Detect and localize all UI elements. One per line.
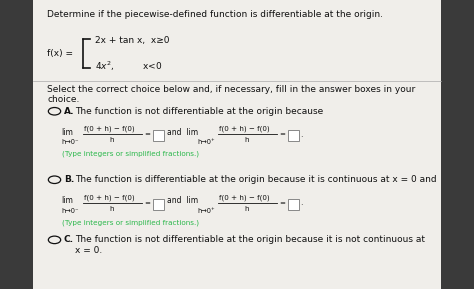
Text: h→0⁻: h→0⁻	[62, 139, 79, 145]
Bar	[153, 130, 164, 141]
Text: x = 0.: x = 0.	[75, 246, 102, 255]
Text: h→0⁺: h→0⁺	[197, 139, 215, 145]
Bar	[153, 199, 164, 210]
Text: 2x + tan x,  x≥0: 2x + tan x, x≥0	[95, 36, 169, 45]
Bar	[288, 130, 299, 141]
Text: .: .	[300, 198, 302, 208]
Text: =: =	[145, 131, 151, 137]
Text: h→0⁺: h→0⁺	[197, 208, 215, 214]
Text: The function is not differentiable at the origin because: The function is not differentiable at th…	[75, 107, 323, 116]
Text: h→0⁻: h→0⁻	[62, 208, 79, 214]
Text: h: h	[109, 138, 113, 143]
Text: h: h	[109, 206, 113, 212]
Bar	[288, 199, 299, 210]
Text: The function is not differentiable at the origin because it is not continuous at: The function is not differentiable at th…	[75, 235, 425, 244]
Text: f(0 + h) − f(0): f(0 + h) − f(0)	[219, 194, 270, 201]
Text: Determine if the piecewise-defined function is differentiable at the origin.: Determine if the piecewise-defined funct…	[47, 10, 383, 19]
Text: =: =	[280, 200, 286, 206]
Text: (Type integers or simplified fractions.): (Type integers or simplified fractions.)	[62, 151, 199, 157]
Text: f(x) =: f(x) =	[47, 49, 73, 58]
Text: =: =	[145, 200, 151, 206]
Bar	[33, 0, 441, 289]
Text: =: =	[280, 131, 286, 137]
Text: The function is differentiable at the origin because it is continuous at x = 0 a: The function is differentiable at the or…	[75, 175, 437, 184]
Text: Select the correct choice below and, if necessary, fill in the answer boxes in y: Select the correct choice below and, if …	[47, 85, 416, 94]
Text: lim: lim	[62, 196, 73, 205]
Text: choice.: choice.	[47, 95, 80, 104]
Text: lim: lim	[62, 128, 73, 137]
Text: f(0 + h) − f(0): f(0 + h) − f(0)	[84, 126, 135, 132]
Text: (Type integers or simplified fractions.): (Type integers or simplified fractions.)	[62, 219, 199, 226]
Text: and  lim: and lim	[167, 128, 199, 137]
Text: f(0 + h) − f(0): f(0 + h) − f(0)	[84, 194, 135, 201]
Text: f(0 + h) − f(0): f(0 + h) − f(0)	[219, 126, 270, 132]
Text: h: h	[244, 206, 248, 212]
Text: h: h	[244, 138, 248, 143]
Text: B.: B.	[64, 175, 74, 184]
Text: $4x^2$,          x<0: $4x^2$, x<0	[95, 60, 162, 73]
Text: C.: C.	[64, 235, 74, 244]
Text: and  lim: and lim	[167, 196, 199, 205]
Text: .: .	[300, 130, 302, 139]
Text: A.: A.	[64, 107, 74, 116]
